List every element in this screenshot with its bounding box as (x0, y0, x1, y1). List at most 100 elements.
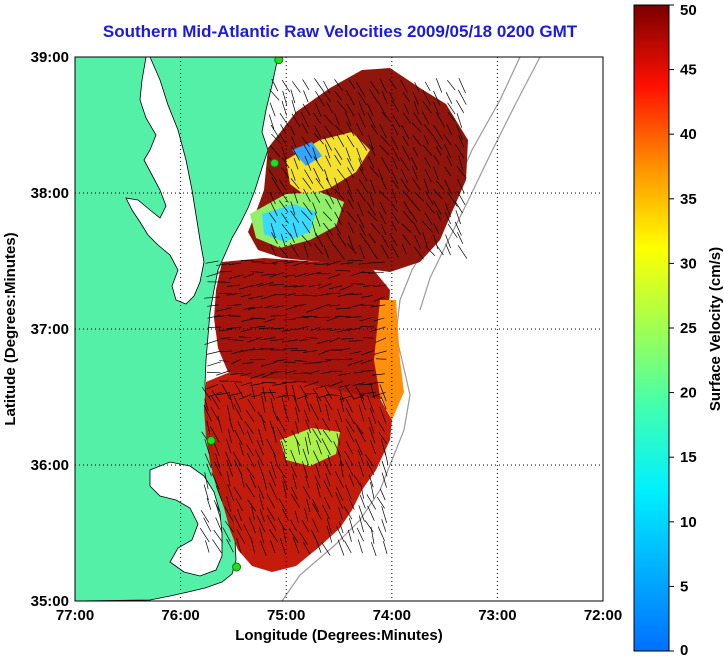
velocity-vector (373, 350, 387, 355)
x-axis-ticks: 77:00 76:00 75:00 74:00 73:00 72:00 (56, 607, 622, 624)
velocity-vector (228, 274, 244, 279)
velocity-vector (353, 394, 365, 400)
velocity-vector (317, 328, 332, 331)
velocity-vector (413, 100, 419, 115)
velocity-vector (326, 189, 335, 205)
velocity-vector (250, 317, 266, 320)
velocity-vector (206, 420, 211, 434)
velocity-vector (284, 293, 296, 297)
velocity-vector (281, 79, 291, 93)
velocity-vector (215, 517, 223, 533)
velocity-vector (314, 102, 322, 117)
velocity-vector (215, 263, 230, 266)
velocity-vector (270, 244, 277, 257)
velocity-vector (369, 381, 384, 384)
velocity-vector (247, 295, 263, 300)
velocity-vector (301, 210, 311, 221)
x-tick-label: 76:00 (161, 607, 199, 624)
x-tick-label: 77:00 (56, 607, 94, 624)
velocity-vector (400, 157, 409, 171)
velocity-vector (336, 134, 345, 147)
velocity-vector (360, 359, 373, 365)
velocity-vector (401, 124, 410, 140)
velocity-vector (292, 474, 297, 489)
velocity-vector (220, 337, 233, 340)
velocity-vector (458, 155, 464, 171)
velocity-vector (349, 350, 362, 355)
velocity-vector (251, 283, 264, 287)
velocity-vector (289, 233, 295, 243)
velocity-vector (303, 90, 309, 103)
chart-title: Southern Mid-Atlantic Raw Velocities 200… (102, 22, 578, 41)
velocity-vector (294, 360, 307, 362)
velocity-vector (314, 263, 329, 266)
velocity-vector (315, 232, 324, 248)
velocity-vector (345, 441, 353, 455)
velocity-vector (205, 540, 210, 553)
velocity-vector (320, 371, 332, 375)
velocity-vector (402, 234, 411, 246)
velocity-vector (315, 177, 324, 190)
velocity-vector (303, 350, 318, 353)
velocity-vector (270, 371, 287, 373)
velocity-vector (425, 191, 434, 206)
velocity-vector (369, 326, 386, 333)
velocity-vector (333, 441, 342, 457)
velocity-vector (325, 155, 332, 167)
velocity-vector (379, 384, 387, 402)
velocity-vector (254, 449, 264, 466)
velocity-vector (278, 246, 288, 258)
velocity-vector (380, 438, 386, 455)
velocity-vector (259, 327, 274, 329)
velocity-vector (334, 154, 342, 166)
velocity-vector (351, 283, 365, 285)
velocity-vector (444, 179, 452, 194)
velocity-vector (370, 304, 386, 308)
velocity-vector (400, 178, 410, 193)
velocity-vector (339, 396, 345, 413)
y-axis-label: Latitude (Degrees:Minutes) (2, 232, 19, 425)
velocity-vector (281, 397, 286, 411)
velocity-vector (292, 260, 308, 267)
velocity-vector (302, 79, 310, 91)
velocity-vector (232, 451, 242, 467)
colorbar: 0 5 10 15 20 25 30 35 40 45 50 Surface Velocity (c… (633, 2, 724, 659)
velocity-vector (325, 199, 332, 210)
velocity-vector (206, 350, 221, 355)
velocity-vector (381, 157, 391, 173)
velocity-vector (293, 372, 309, 374)
velocity-vector (400, 168, 409, 183)
velocity-vector (284, 260, 298, 264)
velocity-vector (318, 283, 332, 289)
velocity-vector (323, 245, 330, 259)
velocity-vector (335, 492, 344, 509)
velocity-vector (367, 201, 376, 216)
velocity-vector (370, 222, 381, 235)
velocity-vector (313, 167, 321, 182)
velocity-vector (392, 114, 401, 128)
velocity-vector (244, 421, 254, 434)
chesapeake-bay (125, 57, 205, 305)
velocity-vector (336, 526, 345, 542)
velocity-vector (312, 202, 317, 214)
velocity-vector (433, 124, 444, 141)
velocity-vector (317, 394, 329, 398)
velocity-vector (270, 124, 280, 139)
velocity-vector (403, 112, 412, 124)
velocity-vector (346, 103, 355, 117)
velocity-vector (414, 246, 424, 260)
velocity-vector (250, 503, 255, 521)
velocity-vector (305, 419, 312, 434)
station-marker (270, 158, 280, 168)
velocity-vector (335, 471, 344, 488)
velocity-vector (240, 381, 252, 387)
velocity-vector (228, 428, 232, 443)
velocity-vector (283, 452, 288, 466)
velocity-vector (271, 232, 278, 244)
colorbar-tick-label: 40 (680, 126, 697, 143)
velocity-vector (349, 293, 363, 295)
velocity-vector (359, 316, 374, 322)
velocity-vector (358, 262, 375, 265)
velocity-vector (324, 125, 335, 140)
